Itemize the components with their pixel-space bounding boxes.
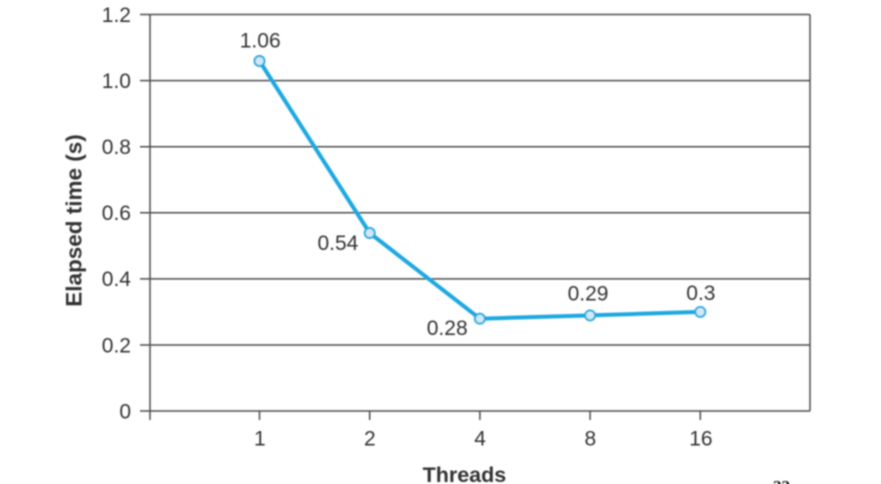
svg-text:0.4: 0.4 xyxy=(102,268,132,291)
svg-text:8: 8 xyxy=(584,427,596,450)
svg-text:0: 0 xyxy=(119,400,131,423)
svg-text:0.6: 0.6 xyxy=(102,202,131,225)
svg-text:Threads: Threads xyxy=(423,463,507,484)
svg-text:1.0: 1.0 xyxy=(102,70,131,93)
svg-text:16: 16 xyxy=(689,427,712,450)
svg-text:4: 4 xyxy=(474,427,486,450)
svg-text:1.06: 1.06 xyxy=(240,30,281,53)
svg-text:0.28: 0.28 xyxy=(427,317,468,340)
svg-text:Elapsed time (s): Elapsed time (s) xyxy=(62,134,87,307)
svg-text:0.29: 0.29 xyxy=(568,282,609,305)
svg-text:0.2: 0.2 xyxy=(102,334,131,357)
svg-text:1: 1 xyxy=(254,427,266,450)
svg-text:2: 2 xyxy=(364,427,376,450)
svg-text:0.8: 0.8 xyxy=(102,136,131,159)
svg-text:22: 22 xyxy=(773,477,790,484)
svg-text:0.3: 0.3 xyxy=(686,282,715,305)
svg-text:1.2: 1.2 xyxy=(102,4,131,27)
svg-text:0.54: 0.54 xyxy=(317,232,358,255)
